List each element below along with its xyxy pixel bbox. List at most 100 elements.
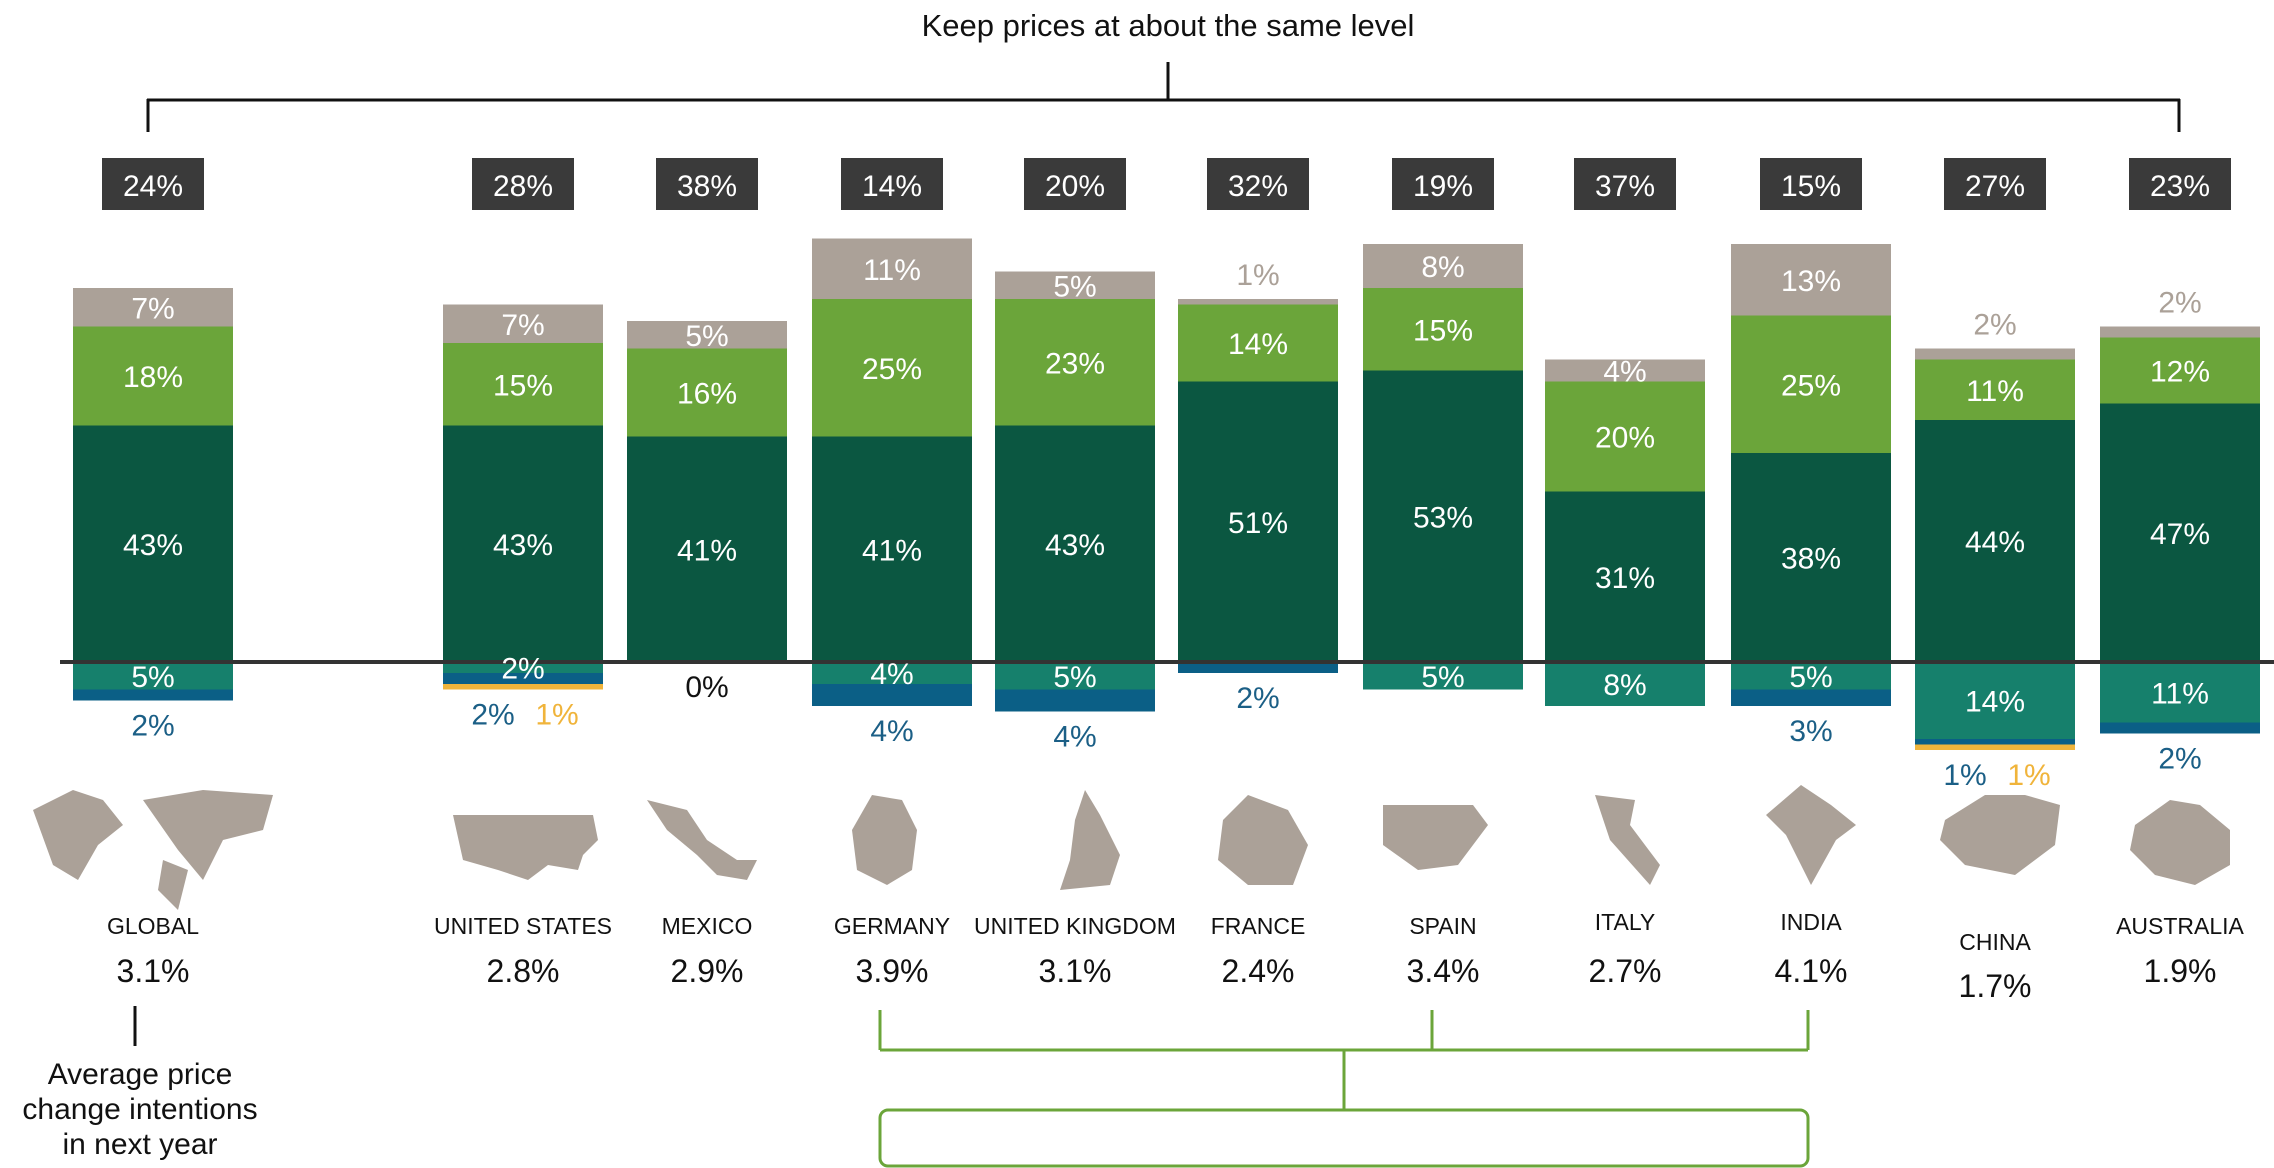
bar-above-china-s1 bbox=[1915, 359, 2075, 420]
avg-change-global: 3.1% bbox=[117, 953, 190, 989]
bar-above-france-s0 bbox=[1178, 381, 1338, 662]
map-shape bbox=[1383, 805, 1488, 870]
avg-change-united-states: 2.8% bbox=[487, 953, 560, 989]
bar-below-global-s1 bbox=[73, 689, 233, 701]
keep-badge-australia bbox=[2129, 158, 2231, 210]
avg-change-spain: 3.4% bbox=[1407, 953, 1480, 989]
bar-label-india-s0: 38% bbox=[1781, 543, 1841, 576]
keep-badge-value: 38% bbox=[677, 170, 737, 203]
bar-above-india-s0 bbox=[1731, 453, 1891, 662]
bar-label-india-s2: 13% bbox=[1781, 265, 1841, 298]
bar-label-below-italy: 8% bbox=[1603, 669, 1646, 702]
bar-above-germany-s1 bbox=[812, 299, 972, 437]
bar-label-global-s1: 18% bbox=[123, 361, 183, 394]
bar-above-germany-s2 bbox=[812, 238, 972, 299]
bar-below-china-s1 bbox=[1915, 739, 2075, 745]
bar-label-spain-s0: 53% bbox=[1413, 501, 1473, 534]
keep-badge-value: 15% bbox=[1781, 170, 1841, 203]
keep-badge-spain bbox=[1392, 158, 1494, 210]
bar-below-france-s1 bbox=[1178, 662, 1338, 673]
keep-badge-global bbox=[102, 158, 204, 210]
map-shape bbox=[1766, 785, 1856, 885]
map-shape bbox=[1060, 790, 1120, 890]
bar-above-china-s2 bbox=[1915, 348, 2075, 360]
bar-label-below-china: 14% bbox=[1965, 686, 2025, 719]
below-label-blue-global: 2% bbox=[131, 710, 174, 743]
bar-label-united-kingdom-s0: 43% bbox=[1045, 529, 1105, 562]
footnote-left: Average price change intentions in next ye… bbox=[22, 1058, 257, 1161]
keep-badge-value: 24% bbox=[123, 170, 183, 203]
bar-label-italy-s2: 4% bbox=[1603, 356, 1646, 389]
bar-above-australia-s1 bbox=[2100, 337, 2260, 404]
bar-label-united-kingdom-s1: 23% bbox=[1045, 347, 1105, 380]
keep-badge-italy bbox=[1574, 158, 1676, 210]
bar-label-below-spain: 5% bbox=[1421, 661, 1464, 694]
bar-above-united-states-s1 bbox=[443, 343, 603, 426]
bar-label-australia-s1: 12% bbox=[2150, 356, 2210, 389]
country-name-global: GLOBAL bbox=[107, 913, 199, 939]
bar-label-france-s1: 14% bbox=[1228, 328, 1288, 361]
below-label-blue-australia: 2% bbox=[2158, 743, 2201, 776]
avg-change-united-kingdom: 3.1% bbox=[1039, 953, 1112, 989]
bar-label-france-s0: 51% bbox=[1228, 507, 1288, 540]
bar-label-global-s0: 43% bbox=[123, 529, 183, 562]
bar-above-india-s2 bbox=[1731, 244, 1891, 316]
bar-label-below-germany: 4% bbox=[870, 658, 913, 691]
country-name-china: CHINA bbox=[1959, 929, 2031, 955]
bar-above-global-s1 bbox=[73, 326, 233, 426]
bar-below-china-s2 bbox=[1915, 744, 2075, 750]
below-label-blue-united-kingdom: 4% bbox=[1053, 721, 1096, 754]
map-germany-icon bbox=[852, 795, 917, 885]
bar-above-spain-s1 bbox=[1363, 288, 1523, 371]
map-shape bbox=[2130, 800, 2230, 885]
keep-badge-germany bbox=[841, 158, 943, 210]
bar-label-spain-s2: 8% bbox=[1421, 251, 1464, 284]
map-spain-icon bbox=[1383, 805, 1488, 870]
bar-above-united-kingdom-s0 bbox=[995, 425, 1155, 662]
zero-label-mexico: 0% bbox=[685, 671, 728, 704]
map-india-icon bbox=[1766, 785, 1856, 885]
keep-badge-united-states bbox=[472, 158, 574, 210]
below-label-blue-france: 2% bbox=[1236, 682, 1279, 715]
bar-below-united-kingdom-s0 bbox=[995, 662, 1155, 690]
bar-label-france-s2: 1% bbox=[1236, 259, 1279, 292]
map-china-icon bbox=[1940, 795, 2060, 875]
country-name-united-states: UNITED STATES bbox=[434, 913, 612, 939]
map-shape bbox=[453, 815, 598, 880]
country-name-france: FRANCE bbox=[1211, 913, 1306, 939]
bar-below-china-s0 bbox=[1915, 662, 2075, 739]
bar-below-united-states-s0 bbox=[443, 662, 603, 673]
bar-below-italy-s0 bbox=[1545, 662, 1705, 706]
map-global-icon bbox=[33, 790, 273, 910]
bar-below-global-s0 bbox=[73, 662, 233, 690]
bar-label-italy-s0: 31% bbox=[1595, 562, 1655, 595]
bar-below-india-s1 bbox=[1731, 689, 1891, 706]
bar-label-india-s1: 25% bbox=[1781, 369, 1841, 402]
avg-change-germany: 3.9% bbox=[856, 953, 929, 989]
map-shape bbox=[1940, 795, 2060, 875]
below-label-blue-china: 1% bbox=[1943, 759, 1986, 792]
callout-box bbox=[878, 1108, 1810, 1168]
bar-above-germany-s0 bbox=[812, 436, 972, 662]
chart-title: Keep prices at about the same level bbox=[922, 8, 1415, 43]
bar-label-united-kingdom-s2: 5% bbox=[1053, 270, 1096, 303]
keep-badge-value: 28% bbox=[493, 170, 553, 203]
bar-above-global-s2 bbox=[73, 288, 233, 327]
below-label-amber-china: 1% bbox=[2007, 759, 2050, 792]
bar-above-mexico-s1 bbox=[627, 348, 787, 437]
map-france-icon bbox=[1218, 795, 1308, 885]
keep-badge-value: 37% bbox=[1595, 170, 1655, 203]
map-australia-icon bbox=[2130, 800, 2230, 885]
bar-label-germany-s0: 41% bbox=[862, 534, 922, 567]
map-united-kingdom-icon bbox=[1060, 790, 1120, 890]
map-shape bbox=[1595, 795, 1660, 885]
bar-above-united-kingdom-s2 bbox=[995, 271, 1155, 299]
map-shape bbox=[647, 800, 757, 880]
country-name-spain: SPAIN bbox=[1409, 913, 1476, 939]
bar-above-united-states-s0 bbox=[443, 425, 603, 662]
bar-label-australia-s0: 47% bbox=[2150, 518, 2210, 551]
keep-badge-china bbox=[1944, 158, 2046, 210]
bar-below-india-s0 bbox=[1731, 662, 1891, 690]
country-name-united-kingdom: UNITED KINGDOM bbox=[974, 913, 1176, 939]
